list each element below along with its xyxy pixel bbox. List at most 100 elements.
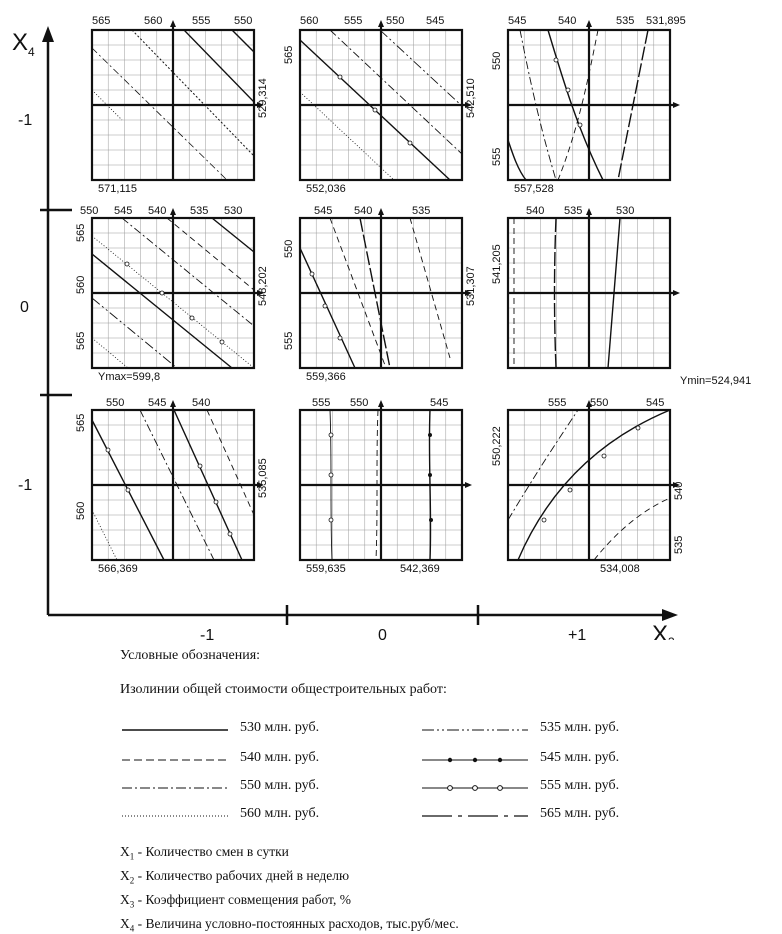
dashed-line-icon	[122, 759, 228, 761]
svg-text:550: 550	[491, 52, 503, 70]
svg-text:565: 565	[75, 224, 87, 242]
legend-subheading: Изолинии общей стоимости общестроительны…	[120, 682, 447, 697]
svg-text:555: 555	[548, 397, 566, 409]
x-tick-mid: 0	[378, 627, 387, 640]
legend-item-565: 565 млн. руб.	[420, 806, 700, 828]
panel-r3c2: 555 550 545 559,635 542,369	[298, 397, 472, 575]
svg-text:550: 550	[106, 397, 124, 409]
factor-x2: X2 - Количество рабочих дней в неделю	[120, 868, 350, 886]
panel-grid	[506, 20, 680, 182]
solid-line-icon	[122, 729, 228, 731]
panel-grid	[506, 208, 680, 370]
panel-grid	[90, 400, 264, 562]
dash-dot-dot-line-icon	[422, 729, 528, 731]
svg-text:535: 535	[190, 205, 208, 217]
svg-text:545: 545	[508, 15, 526, 27]
svg-text:550: 550	[234, 15, 252, 27]
svg-text:545: 545	[148, 397, 166, 409]
svg-text:560: 560	[300, 15, 318, 27]
x-tick-right: +1	[568, 627, 586, 640]
svg-text:545: 545	[646, 397, 664, 409]
svg-text:560: 560	[75, 276, 87, 294]
factor-x4: X4 - Величина условно-постоянных расходо…	[120, 916, 459, 934]
svg-text:535: 535	[564, 205, 582, 217]
svg-text:530: 530	[616, 205, 634, 217]
x-axis-arrow	[662, 609, 678, 621]
svg-text:535: 535	[616, 15, 634, 27]
svg-text:Ymin=524,941: Ymin=524,941	[680, 375, 751, 387]
panel-r3c3: 555 550 545 550,222 540 535 534,008	[491, 397, 685, 575]
panel-r2c2: 545 540 535 550 555 531,307 559,366	[283, 205, 477, 383]
legend-item-560: 560 млн. руб.	[120, 806, 400, 828]
legend-item-label: 530 млн. руб.	[240, 720, 320, 735]
svg-text:555: 555	[491, 148, 503, 166]
long-dash-line-icon	[422, 815, 528, 817]
legend-item-label: 535 млн. руб.	[540, 720, 620, 735]
panel-grid	[298, 400, 472, 562]
legend-item-550: 550 млн. руб.	[120, 778, 400, 800]
panel-grid	[90, 20, 264, 182]
legend-heading: Условные обозначения:	[120, 648, 261, 663]
dotted-line-icon	[122, 815, 228, 817]
isolines	[91, 217, 255, 369]
y-tick-top: -1	[18, 112, 32, 129]
factor-x1: X1 - Количество смен в сутки	[120, 844, 289, 862]
svg-text:550: 550	[590, 397, 608, 409]
isolines	[299, 217, 451, 369]
svg-text:540: 540	[148, 205, 166, 217]
svg-text:550: 550	[386, 15, 404, 27]
y-tick-bot: -1	[18, 477, 32, 494]
svg-text:557,528: 557,528	[514, 183, 554, 195]
panel-r3c1: 550 545 540 565 560 535,085 566,369	[75, 397, 269, 575]
svg-text:Ymax=599,8: Ymax=599,8	[98, 371, 160, 383]
svg-text:550: 550	[283, 240, 295, 258]
isolines	[329, 409, 432, 561]
isolines	[507, 29, 649, 181]
svg-text:559,635: 559,635	[306, 563, 346, 575]
svg-text:565: 565	[75, 332, 87, 350]
legend-item-label: 555 млн. руб.	[540, 778, 620, 793]
panel-r2c3: 540 535 530 541,205 Ymin=524,941	[491, 205, 751, 387]
svg-text:571,115: 571,115	[98, 183, 137, 195]
y-tick-mid: 0	[20, 299, 29, 316]
panel-r1c3: 545 540 535 531,895 550 555 557,528	[491, 15, 686, 195]
panel-r1c1: 565 560 555 550 529,314 571,115	[90, 15, 269, 195]
x-tick-left: -1	[200, 627, 214, 640]
svg-text:540: 540	[526, 205, 544, 217]
svg-text:540: 540	[673, 482, 685, 500]
legend-item-540: 540 млн. руб.	[120, 750, 400, 772]
svg-text:535: 535	[412, 205, 430, 217]
legend-item-label: 565 млн. руб.	[540, 806, 620, 821]
svg-text:540: 540	[354, 205, 372, 217]
svg-text:555: 555	[344, 15, 362, 27]
svg-text:545: 545	[430, 397, 448, 409]
svg-text:545: 545	[426, 15, 444, 27]
svg-text:560: 560	[144, 15, 162, 27]
panel-grid	[298, 20, 472, 182]
svg-text:565: 565	[92, 15, 110, 27]
panel-grid	[506, 400, 680, 562]
y-axis-label: X4	[12, 29, 35, 59]
panel-grid	[90, 208, 264, 370]
svg-text:545: 545	[314, 205, 332, 217]
factor-x3: X3 - Коэффициент совмещения работ, %	[120, 892, 351, 910]
svg-text:541,205: 541,205	[491, 244, 503, 284]
dash-dot-line-icon	[122, 787, 228, 789]
svg-text:531,895: 531,895	[646, 15, 686, 27]
svg-text:550: 550	[80, 205, 98, 217]
svg-text:550: 550	[350, 397, 368, 409]
isolines	[513, 217, 621, 369]
legend-item-label: 550 млн. руб.	[240, 778, 320, 793]
svg-text:534,008: 534,008	[600, 563, 640, 575]
svg-text:548,202: 548,202	[257, 266, 269, 306]
legend-item-label: 540 млн. руб.	[240, 750, 320, 765]
x-axis-label: X3	[652, 621, 675, 640]
svg-text:540: 540	[192, 397, 210, 409]
svg-text:529,314: 529,314	[257, 78, 269, 118]
svg-text:550,222: 550,222	[491, 426, 503, 466]
svg-text:555: 555	[192, 15, 210, 27]
svg-text:535: 535	[673, 536, 685, 554]
svg-text:566,369: 566,369	[98, 563, 138, 575]
legend-item-530: 530 млн. руб.	[120, 720, 400, 742]
circle-line-icon	[422, 785, 528, 791]
